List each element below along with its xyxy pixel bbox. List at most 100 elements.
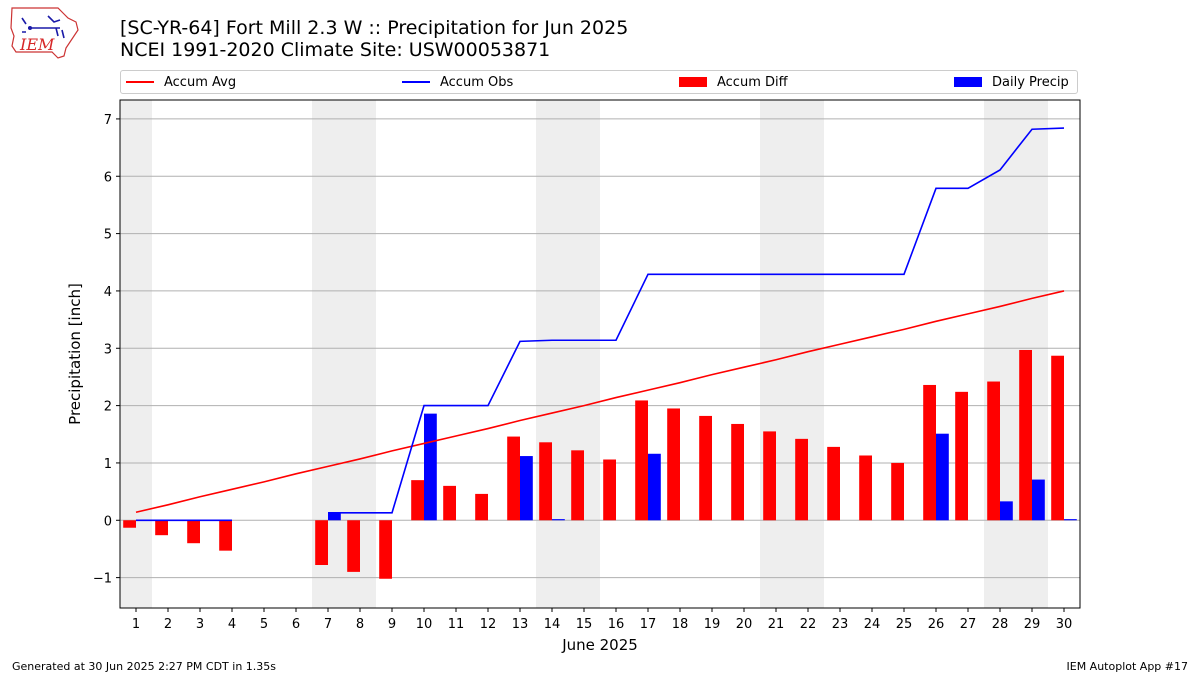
x-tick-label: 15 xyxy=(576,617,593,632)
chart-subtitle: NCEI 1991-2020 Climate Site: USW00053871 xyxy=(120,39,551,61)
y-tick-label: 6 xyxy=(104,170,112,185)
y-tick-label: 5 xyxy=(104,228,112,243)
x-tick-label: 12 xyxy=(480,617,497,632)
bar-daily-precip xyxy=(424,413,437,521)
bar-accum-diff xyxy=(443,485,456,521)
x-tick-label: 9 xyxy=(388,617,396,632)
bar-accum-diff xyxy=(731,423,744,521)
bar-accum-diff xyxy=(923,384,936,521)
chart-legend: Accum Avg Accum Obs Accum Diff Daily Pre… xyxy=(120,70,1078,94)
legend-item-accum-avg: Accum Avg xyxy=(126,71,236,93)
x-tick-label: 4 xyxy=(228,617,236,632)
x-tick-label: 11 xyxy=(448,617,465,632)
x-tick-label: 30 xyxy=(1056,617,1073,632)
bar-accum-diff xyxy=(1019,349,1032,521)
legend-swatch-accum-diff xyxy=(679,77,707,87)
legend-label-accum-obs: Accum Obs xyxy=(440,74,514,90)
x-tick-label: 17 xyxy=(640,617,657,632)
bar-accum-diff xyxy=(763,431,776,521)
bar-accum-diff xyxy=(507,436,520,521)
bar-accum-diff xyxy=(379,520,392,579)
x-tick-label: 29 xyxy=(1024,617,1041,632)
legend-label-accum-avg: Accum Avg xyxy=(164,74,237,90)
y-tick-label: 2 xyxy=(104,400,112,415)
x-tick-label: 26 xyxy=(928,617,945,632)
x-tick-label: 25 xyxy=(896,617,913,632)
bar-accum-diff xyxy=(699,415,712,521)
x-tick-label: 3 xyxy=(196,617,204,632)
x-tick-label: 5 xyxy=(260,617,268,632)
legend-item-accum-obs: Accum Obs xyxy=(402,71,513,93)
weekend-band xyxy=(760,100,824,608)
weekend-band xyxy=(312,100,376,608)
legend-swatch-accum-obs xyxy=(402,81,430,83)
x-tick-label: 6 xyxy=(292,617,300,632)
plot-frame xyxy=(119,99,1081,609)
bar-accum-diff xyxy=(187,520,200,544)
bar-accum-diff xyxy=(123,520,136,528)
bar-daily-precip xyxy=(1000,501,1013,521)
legend-swatch-accum-avg xyxy=(126,81,154,83)
weekend-band xyxy=(120,100,152,608)
x-tick-label: 1 xyxy=(132,617,140,632)
bar-accum-diff xyxy=(955,391,968,521)
x-tick-label: 18 xyxy=(672,617,689,632)
x-tick-label: 13 xyxy=(512,617,529,632)
grid-lines xyxy=(120,118,1080,579)
x-tick-label: 28 xyxy=(992,617,1009,632)
x-axis-label: June 2025 xyxy=(561,636,638,654)
bar-accum-diff xyxy=(571,450,584,521)
footer-app: IEM Autoplot App #17 xyxy=(1066,660,1189,673)
x-tick-label: 20 xyxy=(736,617,753,632)
x-tick-label: 2 xyxy=(164,617,172,632)
bar-accum-diff xyxy=(987,381,1000,521)
y-axis-label: Precipitation [inch] xyxy=(66,283,84,425)
bar-accum-diff xyxy=(219,520,232,551)
line-accum-avg xyxy=(135,290,1065,514)
legend-item-accum-diff: Accum Diff xyxy=(679,71,788,93)
footer-generated: Generated at 30 Jun 2025 2:27 PM CDT in … xyxy=(12,660,277,673)
chart-title: [SC-YR-64] Fort Mill 2.3 W :: Precipitat… xyxy=(120,17,629,39)
x-tick-label: 8 xyxy=(356,617,364,632)
x-tick-label: 16 xyxy=(608,617,625,632)
weekend-band xyxy=(536,100,600,608)
x-tick-label: 24 xyxy=(864,617,881,632)
bar-daily-precip xyxy=(936,433,949,521)
bar-accum-diff xyxy=(475,493,488,521)
bar-daily-precip xyxy=(1064,519,1077,521)
bar-accum-diff xyxy=(635,400,648,521)
legend-swatch-daily-precip xyxy=(954,77,982,87)
bar-accum-diff xyxy=(603,459,616,521)
bar-accum-diff xyxy=(827,446,840,521)
x-tick-label: 10 xyxy=(416,617,433,632)
series-lines xyxy=(135,127,1065,522)
line-accum-obs xyxy=(328,127,1065,514)
weekend-band xyxy=(984,100,1048,608)
bar-accum-diff xyxy=(539,442,552,521)
x-tick-label: 23 xyxy=(832,617,849,632)
x-tick-label: 14 xyxy=(544,617,561,632)
bar-accum-diff xyxy=(315,520,328,565)
bar-accum-diff xyxy=(859,455,872,521)
bar-accum-diff xyxy=(155,520,168,536)
legend-item-daily-precip: Daily Precip xyxy=(954,71,1069,93)
bar-daily-precip xyxy=(328,512,341,521)
y-tick-label: 0 xyxy=(104,514,112,529)
y-tick-label: 7 xyxy=(104,113,112,128)
y-tick-label: 3 xyxy=(104,342,112,357)
weekend-shading xyxy=(120,100,1048,608)
bar-accum-diff xyxy=(667,408,680,521)
x-tick-label: 27 xyxy=(960,617,977,632)
bar-accum-diff xyxy=(411,480,424,521)
bar-accum-diff xyxy=(1051,355,1064,521)
bars xyxy=(123,349,1077,579)
x-tick-label: 22 xyxy=(800,617,817,632)
bar-accum-diff xyxy=(347,520,360,572)
legend-label-daily-precip: Daily Precip xyxy=(992,74,1069,90)
y-tick-label: 1 xyxy=(104,457,112,472)
bar-accum-diff xyxy=(795,438,808,521)
bar-daily-precip xyxy=(552,519,565,521)
legend-label-accum-diff: Accum Diff xyxy=(717,74,788,90)
